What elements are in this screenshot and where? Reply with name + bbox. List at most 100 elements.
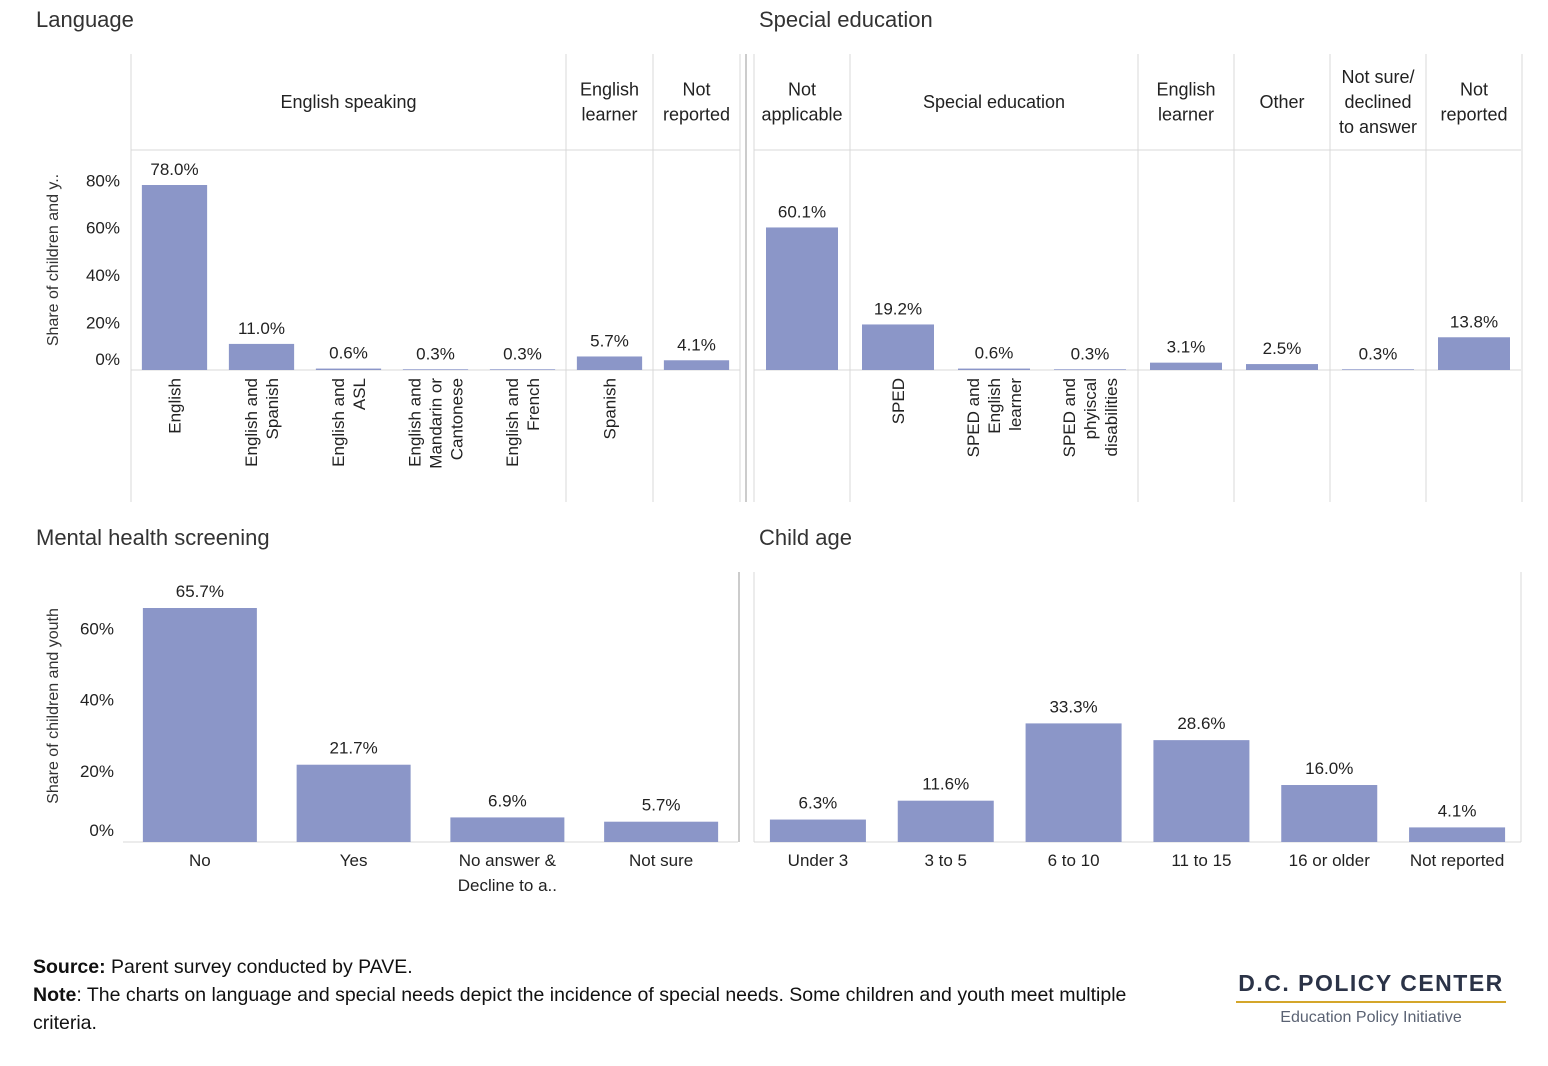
source-text: Parent survey conducted by PAVE. <box>105 956 413 978</box>
child-age-chart-title: Child age <box>759 525 852 550</box>
mental-data-label: 6.9% <box>488 791 527 810</box>
source-label: Source: <box>33 956 106 978</box>
mental-category-label: No answer & Decline to a.. <box>458 851 557 895</box>
logo-rule <box>1236 1001 1506 1003</box>
language-bar <box>402 369 469 370</box>
language-category-label-text: English <box>166 378 185 434</box>
logo-main-text: D.C. POLICY CENTER <box>1238 970 1504 996</box>
age-category-label: 6 to 10 <box>1048 851 1100 870</box>
language-group-header: English speaking <box>280 92 416 112</box>
mental-y-axis-label: Share of children and youth <box>45 608 62 804</box>
special-data-label: 19.2% <box>874 299 922 318</box>
mental-y-tick: 20% <box>80 762 114 781</box>
special-bar <box>1054 369 1126 370</box>
language-data-label: 0.3% <box>503 344 542 363</box>
special-category-label-text: SPED <box>889 378 908 424</box>
language-bar <box>576 356 643 370</box>
mental-y-tick: 0% <box>89 821 114 840</box>
language-bar <box>663 360 730 370</box>
special-bar <box>1438 337 1510 370</box>
mental-category-label: Yes <box>340 851 368 870</box>
language-y-tick: 40% <box>86 266 120 285</box>
language-group-header: English learner <box>580 80 639 125</box>
age-data-label: 6.3% <box>799 794 838 813</box>
age-bar <box>1025 723 1122 842</box>
special-data-label: 0.3% <box>1071 344 1110 363</box>
special-group-header: Not sure/declined to answer <box>1339 67 1417 137</box>
note-text: : The charts on language and special nee… <box>33 984 1127 1034</box>
language-category-label: Spanish <box>601 378 620 439</box>
age-bar <box>1281 785 1378 842</box>
age-bar <box>897 800 994 842</box>
language-data-label: 5.7% <box>590 331 629 350</box>
language-bar <box>489 369 556 370</box>
language-data-label: 78.0% <box>150 160 198 179</box>
mental-category-label: No <box>189 851 211 870</box>
mental-bar <box>142 608 257 842</box>
mental-y-tick: 60% <box>80 619 114 638</box>
age-category-label: Not reported <box>1410 851 1505 870</box>
logo-sub-text: Education Policy Initiative <box>1280 1009 1462 1026</box>
language-bar <box>315 368 382 370</box>
language-category-label-text: English and Mandarin or Cantonese <box>406 378 467 469</box>
special-group-header: Other <box>1259 92 1304 112</box>
mental-y-tick: 40% <box>80 691 114 710</box>
source-line: Source: Parent survey conducted by PAVE. <box>33 953 1183 981</box>
special-data-label: 13.8% <box>1450 312 1498 331</box>
special-group-header: Not reported <box>1440 80 1507 125</box>
special-category-label-text: SPED and phyiscal disabilities <box>1060 378 1121 457</box>
age-bar <box>769 819 866 842</box>
mental-data-label: 5.7% <box>642 796 681 815</box>
language-y-tick: 80% <box>86 171 120 190</box>
age-data-label: 16.0% <box>1305 759 1353 778</box>
special-data-label: 0.6% <box>975 344 1014 363</box>
footer-notes: Source: Parent survey conducted by PAVE.… <box>33 953 1183 1037</box>
age-data-label: 28.6% <box>1177 714 1225 733</box>
special-bar <box>1246 364 1318 370</box>
mental-data-label: 65.7% <box>176 582 224 601</box>
mental-category-label: Not sure <box>629 851 693 870</box>
language-y-tick: 60% <box>86 219 120 238</box>
note-line: Note: The charts on language and special… <box>33 981 1183 1037</box>
language-category-label-text: English and French <box>503 378 543 467</box>
language-category-label: English and French <box>503 378 543 467</box>
language-y-axis-label: Share of children and y.. <box>45 174 62 346</box>
language-data-label: 11.0% <box>238 319 285 338</box>
language-bar <box>228 343 295 370</box>
language-chart-title: Language <box>36 7 134 32</box>
language-data-label: 0.6% <box>329 344 368 363</box>
special-group-header: Special education <box>923 92 1065 112</box>
age-category-label: Under 3 <box>788 851 848 870</box>
age-category-label: 3 to 5 <box>924 851 967 870</box>
mental-bar <box>604 821 719 842</box>
language-category-label-text: Spanish <box>601 378 620 439</box>
age-data-label: 11.6% <box>922 775 969 794</box>
age-data-label: 33.3% <box>1049 697 1097 716</box>
age-bar <box>1409 827 1506 842</box>
mental-data-label: 21.7% <box>330 739 378 758</box>
language-y-tick: 0% <box>95 350 120 369</box>
language-y-tick: 20% <box>86 314 120 333</box>
charts-canvas: Language Special education Mental health… <box>36 7 1523 895</box>
special-category-label: SPED <box>889 378 908 424</box>
special-group-header: Not applicable <box>761 80 842 125</box>
age-data-label: 4.1% <box>1438 801 1477 820</box>
language-category-label-text: English and Spanish <box>242 378 282 467</box>
special-bar <box>862 324 934 370</box>
special-education-chart-title: Special education <box>759 7 933 32</box>
special-bar <box>958 368 1030 370</box>
mental-health-chart-title: Mental health screening <box>36 525 270 550</box>
chart-marks: English speaking 78.0% English 11.0% English… <box>45 54 1523 895</box>
mental-bar <box>296 764 411 842</box>
language-data-label: 0.3% <box>416 344 455 363</box>
language-category-label: English <box>166 378 185 434</box>
language-bar <box>141 185 208 370</box>
special-data-label: 3.1% <box>1167 338 1206 357</box>
language-data-label: 4.1% <box>677 335 716 354</box>
language-category-label: English and ASL <box>329 378 369 467</box>
special-category-label-text: SPED and English learner <box>964 378 1025 458</box>
age-category-label: 16 or older <box>1289 851 1371 870</box>
language-group-header: Not reported <box>663 80 730 125</box>
special-data-label: 60.1% <box>778 202 826 221</box>
language-category-label: English and Mandarin or Cantonese <box>406 378 467 469</box>
